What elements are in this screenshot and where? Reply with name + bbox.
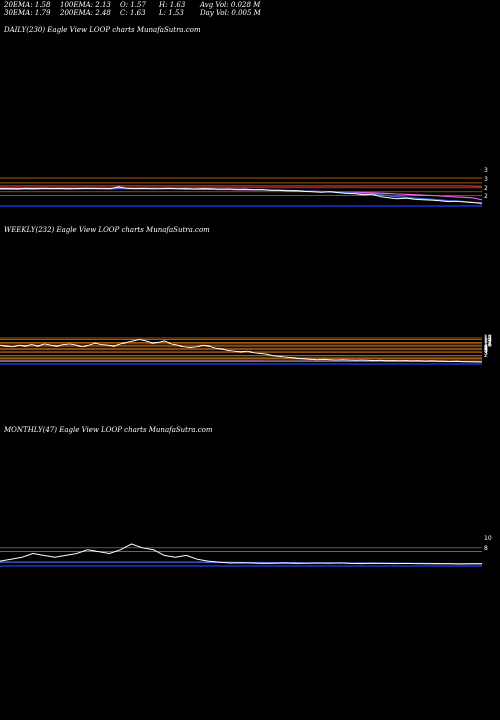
daily-tick-label: 3	[484, 167, 488, 174]
weekly-tick-label: 9	[484, 344, 488, 351]
weekly-price-line	[0, 339, 483, 363]
weekly-tick-label: 15	[484, 336, 492, 343]
daily-price-line	[0, 186, 483, 204]
weekly-tick-label: 4	[484, 348, 488, 355]
weekly-tick-label: 2	[484, 352, 488, 359]
ema20-label: 20EMA: 1.58	[4, 1, 51, 9]
daily-tick-label: 3	[484, 176, 488, 183]
close-label: C: 1.63	[120, 9, 146, 17]
ema100-label: 100EMA: 2.13	[60, 1, 111, 9]
daily-panel: DAILY(230) Eagle View LOOP charts Munafa…	[0, 26, 500, 211]
daily-tick-label: 2	[484, 193, 488, 200]
weekly-tick-label: 18	[484, 334, 492, 341]
weekly-tick-label: 5	[484, 347, 488, 354]
weekly-panel: WEEKLY(232) Eagle View LOOP charts Munaf…	[0, 226, 500, 376]
daily-panel-title: DAILY(230) Eagle View LOOP charts Munafa…	[4, 26, 201, 34]
ema30-label: 30EMA: 1.79	[4, 9, 51, 17]
weekly-tick-label: 14	[484, 337, 492, 344]
daily-ema-short-line	[0, 187, 483, 205]
day-vol-label: Day Vol: 0.005 M	[200, 9, 261, 17]
weekly-panel-title: WEEKLY(232) Eagle View LOOP charts Munaf…	[4, 226, 210, 234]
ema200-label: 200EMA: 2.48	[60, 9, 111, 17]
low-label: L: 1.53	[159, 9, 184, 17]
weekly-tick-label: 17	[484, 335, 492, 342]
weekly-tick-label: 6	[484, 346, 488, 353]
weekly-tick-label: 10	[484, 342, 492, 349]
daily-tick-label: 2	[484, 185, 488, 192]
monthly-price-line	[0, 543, 482, 565]
open-label: O: 1.57	[120, 1, 146, 9]
avg-vol-label: Avg Vol: 0.028 M	[200, 1, 261, 9]
monthly-chart: 108	[0, 535, 492, 567]
stats-header: 20EMA: 1.58 30EMA: 1.79 100EMA: 2.13 200…	[0, 0, 500, 20]
high-label: H: 1.63	[159, 1, 186, 9]
weekly-tick-label: 11	[484, 341, 492, 348]
monthly-tick-label: 10	[484, 535, 492, 542]
weekly-tick-label: 8	[484, 345, 488, 352]
weekly-tick-label: 13	[484, 338, 492, 345]
weekly-tick-label: 3	[484, 350, 488, 357]
monthly-panel: MONTHLY(47) Eagle View LOOP charts Munaf…	[0, 426, 500, 576]
weekly-tick-label: 12	[484, 340, 492, 347]
daily-chart: 3 3 22	[0, 167, 488, 207]
monthly-tick-label: 8	[484, 545, 488, 552]
monthly-panel-title: MONTHLY(47) Eagle View LOOP charts Munaf…	[4, 426, 213, 434]
